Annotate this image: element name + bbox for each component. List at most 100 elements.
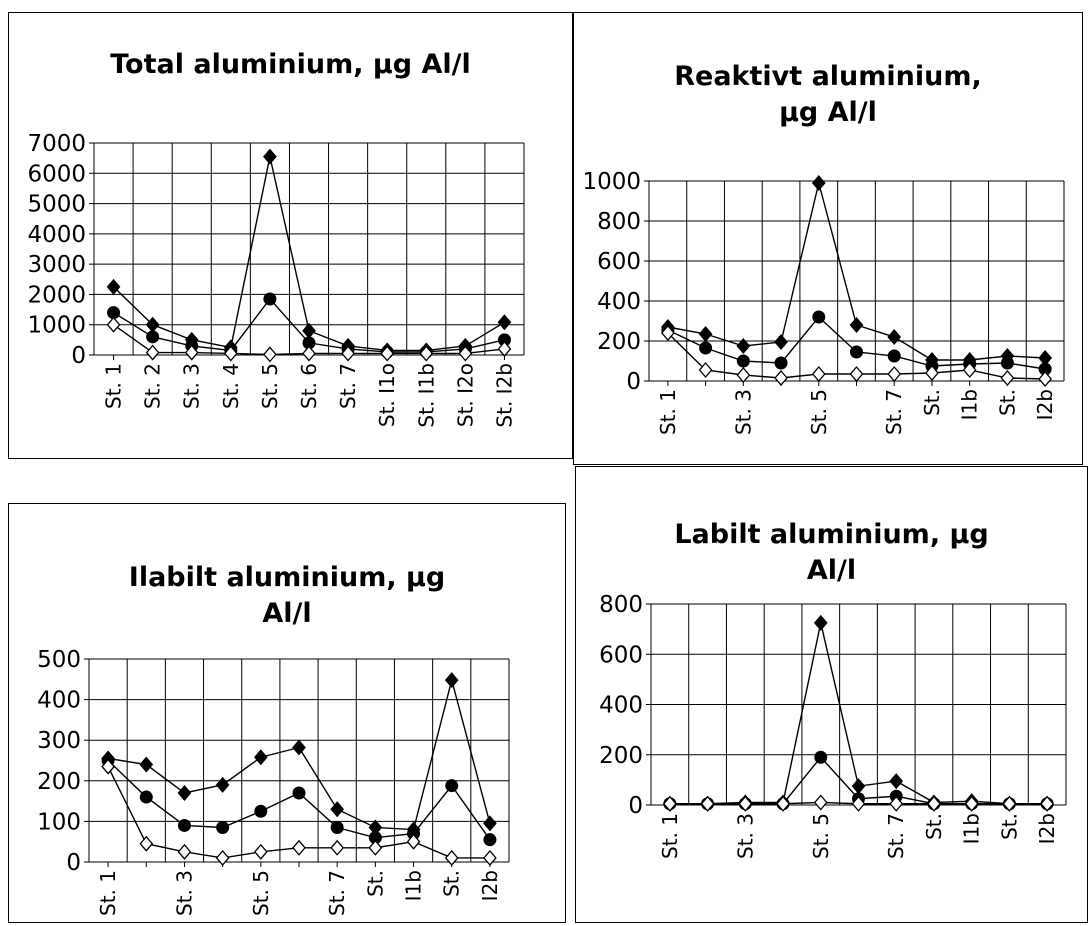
- y-tick-label: 0: [628, 793, 643, 819]
- chart-title: Total aluminium, µg Al/l: [9, 47, 572, 83]
- y-tick-label: 1000: [27, 313, 86, 339]
- data-point: [302, 345, 316, 362]
- chart-title: Labilt aluminium, µg Al/l: [576, 517, 1087, 589]
- y-tick-label: 0: [66, 850, 81, 876]
- data-point: [889, 773, 904, 790]
- data-point: [962, 362, 977, 378]
- y-tick-label: 500: [37, 647, 81, 673]
- y-tick-label: 600: [599, 642, 643, 668]
- x-tick-label: St. 3: [180, 363, 204, 409]
- data-point: [419, 345, 434, 362]
- data-point: [1040, 795, 1054, 812]
- x-tick-label: St. I1b: [414, 363, 438, 428]
- chart-title-line-2: Al/l: [806, 555, 857, 586]
- x-tick-label: St. 1: [96, 870, 120, 916]
- data-point: [851, 795, 866, 812]
- data-point: [368, 839, 383, 856]
- data-point: [263, 346, 277, 363]
- y-tick-label: 1000: [582, 169, 641, 195]
- chart-panel-total-aluminium: Total aluminium, µg Al/l 0 1000 2000 3000 40…: [8, 12, 573, 459]
- y-tick-label: 400: [597, 289, 641, 315]
- x-tick-label: St. 1: [658, 813, 682, 859]
- data-point: [849, 317, 864, 333]
- x-tick-label: I1b: [960, 813, 984, 844]
- y-tick-label: 300: [37, 728, 81, 754]
- data-point: [814, 750, 828, 764]
- data-point: [1038, 371, 1052, 387]
- x-tick-label: St. 1: [656, 389, 680, 435]
- chart-title: Ilabilt aluminium, µg Al/l: [9, 560, 565, 632]
- y-tick-label: 100: [37, 809, 81, 835]
- x-tick-label: I2b: [1033, 389, 1057, 420]
- x-tick-label: St.: [922, 813, 946, 840]
- x-tick-label: St.: [995, 389, 1019, 416]
- x-tick-label: St. 5: [249, 870, 273, 916]
- data-point: [497, 314, 512, 331]
- chart-title-line-1: Total aluminium, µg Al/l: [110, 49, 471, 80]
- x-tick-label: St. 7: [884, 813, 908, 859]
- y-tick-label: 200: [599, 743, 643, 769]
- data-point: [302, 322, 316, 339]
- data-point: [445, 779, 459, 793]
- y-tick-label: 0: [71, 343, 86, 369]
- data-point: [1002, 795, 1017, 812]
- data-point: [774, 356, 788, 370]
- data-point: [106, 278, 121, 295]
- data-point: [139, 790, 153, 804]
- x-tick-label: St. 7: [336, 363, 360, 409]
- y-tick-label: 5000: [27, 192, 86, 218]
- data-point: [302, 336, 316, 350]
- data-point: [811, 175, 826, 191]
- chart-title: Reaktivt aluminium, µg Al/l: [574, 59, 1082, 131]
- data-point: [177, 784, 192, 801]
- data-point: [292, 839, 306, 856]
- chart-title-line-1: Labilt aluminium, µg: [674, 519, 989, 550]
- chart-plot: 0 1000 2000 3000 4000 5000 6000 7000 St. 1 St. 2 S…: [27, 131, 525, 428]
- x-tick-label: St. 4: [219, 363, 243, 409]
- data-point: [253, 843, 268, 860]
- x-tick-label: I2b: [478, 870, 502, 901]
- x-tick-label: St. 7: [882, 389, 906, 435]
- y-tick-label: 400: [599, 693, 643, 719]
- x-tick-label: I1b: [402, 870, 426, 901]
- data-point: [736, 338, 751, 354]
- y-tick-label: 800: [597, 209, 641, 235]
- data-point: [1000, 356, 1014, 370]
- x-tick-label: St. 7: [325, 870, 349, 916]
- data-point: [292, 739, 306, 756]
- data-point: [736, 367, 751, 383]
- data-point: [887, 329, 902, 345]
- data-point: [458, 345, 473, 362]
- data-point: [483, 833, 497, 847]
- y-tick-label: 3000: [27, 252, 86, 278]
- y-tick-label: 200: [37, 769, 81, 795]
- data-point: [263, 292, 277, 306]
- data-point: [812, 310, 826, 324]
- data-point: [330, 820, 344, 834]
- x-tick-label: St. 1: [102, 363, 126, 409]
- x-tick-label: St. 2: [141, 363, 165, 409]
- data-point: [145, 344, 160, 361]
- data-point: [811, 366, 826, 382]
- x-tick-label: St.: [920, 389, 944, 416]
- data-point: [774, 370, 788, 386]
- data-point: [215, 849, 230, 866]
- x-tick-label: St.: [997, 813, 1021, 840]
- data-point: [698, 362, 713, 378]
- chart-plot: 0 200 400 600 800 St. 1 St. 3 St. 5 St. 7 St. I1b S…: [599, 592, 1067, 859]
- x-tick-label: I1b: [958, 389, 982, 420]
- chart-panel-labilt-aluminium: Labilt aluminium, µg Al/l 0 200 400 600 800 S…: [575, 466, 1088, 923]
- data-point: [444, 672, 459, 689]
- data-point: [813, 794, 828, 811]
- data-point: [368, 831, 382, 845]
- data-point: [253, 749, 268, 766]
- data-point: [444, 849, 459, 866]
- y-tick-label: 7000: [27, 131, 86, 157]
- y-tick-label: 400: [37, 688, 81, 714]
- x-tick-label: St.: [363, 870, 387, 897]
- data-point: [407, 827, 421, 841]
- data-point: [738, 795, 753, 812]
- data-point: [497, 340, 512, 357]
- y-tick-label: 800: [599, 592, 643, 618]
- chart-plot: 0 100 200 300 400 500 St. 1 St. 3 St. 5 St. 7 St. I…: [37, 647, 510, 916]
